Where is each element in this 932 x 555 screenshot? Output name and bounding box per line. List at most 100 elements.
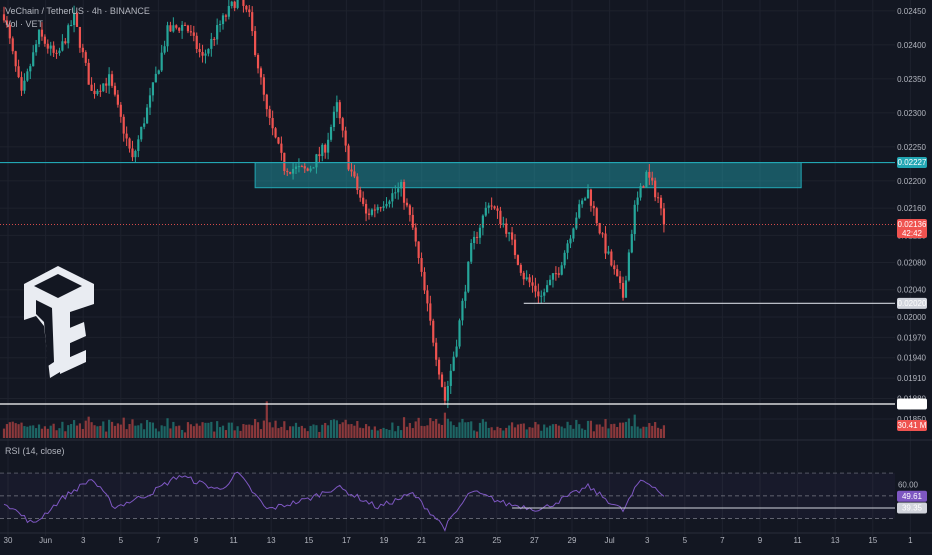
candle-body: [607, 251, 610, 254]
volume-bar: [481, 419, 484, 438]
candle-body: [493, 206, 496, 209]
candle-body: [414, 227, 417, 242]
volume-bar: [221, 425, 225, 438]
candle-body: [557, 273, 560, 275]
volume-bar: [99, 425, 102, 438]
volume-bar: [452, 425, 455, 438]
volume-bar: [490, 427, 493, 438]
candle-body: [654, 180, 657, 198]
candle-body: [645, 171, 648, 188]
candle-body: [443, 386, 447, 401]
date-tick-label: 11: [229, 536, 238, 545]
candle-body: [110, 74, 114, 86]
price-axis: 0.02450 0.02400 0.02350 0.02300 0.02250 0.022…: [897, 7, 926, 490]
candle-body: [55, 52, 58, 54]
volume-bar: [35, 428, 38, 438]
volume-bar: [11, 421, 14, 438]
date-tick-label: 3: [81, 536, 86, 545]
candle-body: [598, 223, 601, 234]
volume-bar: [119, 424, 122, 438]
candle-body: [268, 109, 271, 119]
candle-body: [20, 77, 23, 91]
volume-bar: [651, 425, 654, 438]
volume-bar: [443, 412, 447, 438]
volume-bar: [578, 424, 581, 438]
candle-body: [251, 12, 254, 32]
volume-bar: [478, 422, 482, 438]
candle-body: [61, 41, 64, 51]
volume-bar: [230, 422, 233, 438]
candle-body: [192, 32, 195, 36]
volume-bar: [435, 418, 438, 438]
candle-body: [17, 66, 20, 78]
volume-bar: [648, 423, 651, 438]
date-tick-label: 23: [455, 536, 464, 545]
volume-bar: [256, 422, 260, 438]
candle-body: [642, 186, 645, 188]
volume-bar: [29, 425, 32, 438]
volume-bar: [2, 428, 6, 438]
candle-body: [58, 50, 61, 54]
volume-bar: [341, 422, 344, 438]
volume-bar: [470, 421, 473, 438]
volume-bar: [294, 422, 298, 438]
candle-body: [137, 139, 140, 151]
candle-body: [294, 166, 298, 169]
volume-bar: [656, 427, 660, 438]
candle-body: [289, 172, 292, 174]
candle-body: [245, 5, 248, 10]
volume-bar: [40, 428, 44, 438]
candle-body: [145, 107, 149, 124]
candle-body: [379, 207, 382, 209]
candle-body: [353, 171, 356, 177]
candle-body: [648, 171, 651, 178]
candle-body: [280, 143, 283, 153]
volume-bar: [630, 426, 633, 438]
volume-bar: [437, 423, 441, 438]
volume-bar: [116, 423, 119, 438]
candle-body: [70, 25, 73, 27]
date-tick-label: 25: [492, 536, 501, 545]
candle-body: [575, 217, 578, 229]
volume-bar: [633, 414, 636, 438]
candle-body: [236, 0, 239, 8]
volume-bar: [145, 420, 149, 438]
volume-bar: [505, 427, 508, 438]
volume-bar: [519, 423, 522, 438]
volume-bar: [662, 425, 666, 438]
candle-body: [11, 38, 14, 52]
candle-body: [198, 49, 201, 52]
level-badge-text: 0.02227: [898, 158, 927, 167]
volume-bar: [601, 426, 604, 438]
volume-bar: [534, 421, 537, 438]
volume-bar: [613, 423, 616, 438]
candle-body: [522, 272, 525, 280]
candle-body: [461, 300, 464, 321]
volume-bar: [566, 421, 569, 438]
candle-body: [43, 36, 46, 44]
candle-body: [624, 280, 628, 298]
candle-body: [362, 197, 365, 204]
date-tick-label: 7: [156, 536, 161, 545]
volume-bar: [531, 427, 534, 438]
candle-body: [551, 273, 555, 280]
candle-body: [283, 152, 286, 172]
volume-bar: [397, 425, 400, 438]
candle-body: [367, 213, 371, 215]
candle-body: [201, 51, 204, 56]
volume-bar: [458, 422, 461, 438]
volume-bar: [528, 427, 531, 438]
candle-body: [213, 38, 216, 40]
volume-bar: [186, 422, 190, 438]
candle-body: [528, 277, 531, 283]
volume-bar: [87, 416, 90, 438]
candle-body: [405, 202, 409, 206]
volume-bar: [405, 426, 409, 438]
candle-body: [99, 90, 102, 92]
price-tick-label: 0.02250: [897, 143, 926, 152]
volume-bar: [356, 421, 359, 438]
volume-bar: [367, 426, 371, 438]
volume-bar: [560, 426, 563, 438]
